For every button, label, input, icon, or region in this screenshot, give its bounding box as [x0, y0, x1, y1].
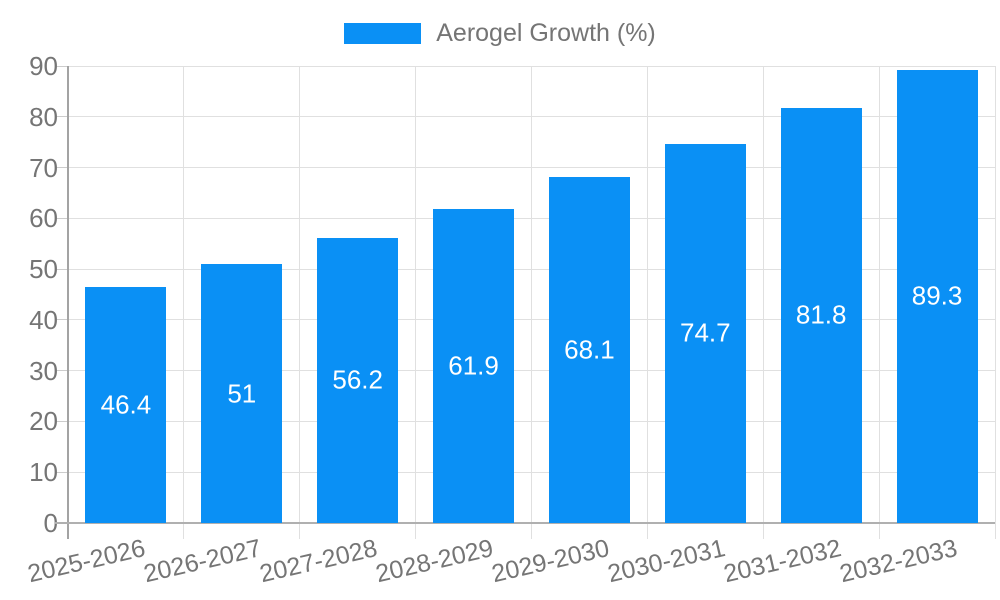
y-tick-label: 60	[29, 203, 58, 234]
y-tick-label: 80	[29, 101, 58, 132]
bar	[317, 237, 399, 523]
y-tick	[55, 420, 68, 422]
y-tick-label: 50	[29, 254, 58, 285]
x-gridline	[994, 66, 996, 539]
legend: Aerogel Growth (%)	[0, 19, 1000, 48]
y-tick	[55, 471, 68, 473]
bar	[85, 287, 167, 523]
x-gridline	[646, 66, 648, 539]
bar-value-label: 56.2	[332, 364, 383, 395]
y-tick-label: 90	[29, 51, 58, 81]
bar	[548, 177, 630, 523]
y-tick	[55, 319, 68, 321]
bar-value-label: 81.8	[795, 299, 847, 330]
bar-value-label: 51	[227, 378, 257, 409]
x-gridline	[415, 66, 417, 539]
bar-value-label: 68.1	[564, 334, 615, 365]
bar-value-label: 89.3	[911, 280, 963, 311]
y-tick-label: 40	[29, 304, 58, 335]
bar	[201, 264, 283, 523]
y-tick-label: 30	[29, 355, 58, 386]
x-tick-label: 2027-2028	[257, 534, 380, 589]
bar	[433, 208, 515, 523]
y-axis-line	[67, 66, 69, 539]
y-tick	[55, 116, 68, 118]
x-tick-label: 2030-2031	[604, 534, 728, 589]
y-tick	[55, 217, 68, 219]
bar-value-label: 74.7	[680, 317, 731, 348]
x-gridline	[531, 66, 532, 539]
bar-value-label: 46.4	[100, 389, 152, 420]
y-tick-label: 70	[29, 152, 58, 183]
y-tick	[55, 268, 68, 270]
y-tick-label: 10	[29, 457, 58, 488]
x-tick-label: 2029-2030	[488, 534, 612, 589]
bar-value-label: 61.9	[448, 350, 499, 381]
y-tick-label: 20	[29, 406, 58, 437]
bar	[664, 143, 746, 523]
x-tick-label: 2032-2033	[836, 534, 960, 589]
x-tick-label: 2031-2032	[720, 534, 844, 589]
bar	[780, 107, 862, 523]
legend-swatch	[344, 23, 422, 44]
y-tick	[55, 65, 68, 67]
x-gridline	[878, 66, 880, 539]
x-gridline	[299, 66, 301, 539]
x-tick-label: 2025-2026	[25, 534, 149, 589]
y-tick	[55, 167, 68, 169]
legend-label: Aerogel Growth (%)	[436, 19, 656, 47]
x-tick-label: 2028-2029	[373, 534, 496, 589]
y-tick	[55, 370, 68, 372]
x-gridline	[762, 66, 764, 539]
x-axis-line	[55, 522, 995, 524]
x-tick-label: 2026-2027	[141, 534, 265, 589]
y-tick-label: 0	[43, 508, 58, 538]
x-gridline	[183, 66, 185, 539]
bar	[896, 69, 978, 523]
